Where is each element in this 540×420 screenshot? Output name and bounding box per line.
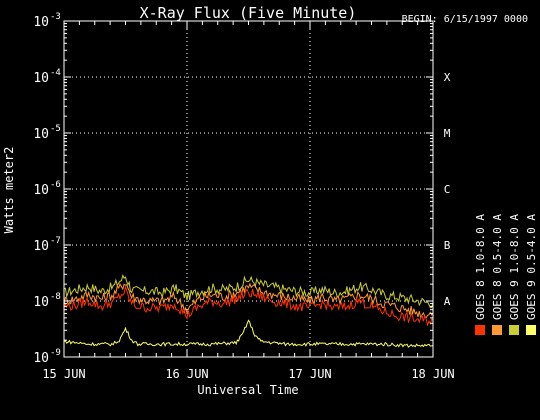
y-tick-label: 10 [33, 351, 49, 366]
legend-label: GOES 9 1.0-8.0 A [508, 214, 521, 320]
legend-swatch [509, 325, 519, 335]
legend: GOES 8 1.0-8.0 A GOES 8 0.5-4.0 A GOES 9 1… [474, 214, 538, 335]
legend-item-2: GOES 9 1.0-8.0 A [508, 214, 521, 335]
y-tick-label: 10 [33, 239, 49, 254]
legend-label: GOES 8 1.0-8.0 A [474, 214, 487, 320]
legend-item-1: GOES 8 0.5-4.0 A [491, 214, 504, 335]
gridlines [64, 21, 433, 357]
legend-swatch [492, 325, 502, 335]
legend-label: GOES 9 0.5-4.0 A [525, 214, 538, 320]
series-line-0 [63, 273, 434, 309]
flare-class-label-M: M [444, 127, 451, 140]
y-tick-label: 10 [33, 183, 49, 198]
x-tick-label: 16 JUN [165, 367, 208, 381]
x-tick-label: 17 JUN [288, 367, 331, 381]
y-tick-exponent: -3 [50, 12, 61, 22]
flare-class-label-X: X [444, 71, 451, 84]
chart-title: X-Ray Flux (Five Minute) [140, 4, 357, 22]
legend-swatch [526, 325, 536, 335]
flare-class-label-A: A [444, 295, 451, 308]
y-tick-label: 10 [33, 71, 49, 86]
y-tick-exponent: -7 [50, 236, 61, 246]
series-line-2 [63, 285, 434, 327]
legend-item-0: GOES 8 1.0-8.0 A [474, 214, 487, 335]
y-tick-label: 10 [33, 295, 49, 310]
y-axis-label: Watts meter2 [2, 147, 16, 234]
y-tick-exponent: -4 [50, 68, 61, 78]
series-line-3 [63, 319, 434, 348]
x-axis-label: Universal Time [197, 383, 298, 397]
y-tick-label: 10 [33, 127, 49, 142]
flare-class-label-C: C [444, 183, 451, 196]
y-tick-exponent: -9 [50, 348, 61, 358]
series-line-1 [63, 282, 434, 320]
legend-item-3: GOES 9 0.5-4.0 A [525, 214, 538, 335]
flare-class-label-B: B [444, 239, 451, 252]
legend-label: GOES 8 0.5-4.0 A [491, 214, 504, 320]
series-group [63, 273, 434, 348]
y-tick-exponent: -8 [50, 292, 61, 302]
x-tick-label: 15 JUN [42, 367, 85, 381]
y-tick-exponent: -6 [50, 180, 61, 190]
y-tick-exponent: -5 [50, 124, 61, 134]
x-tick-label: 18 JUN [411, 367, 454, 381]
legend-swatch [475, 325, 485, 335]
begin-date-label: BEGIN: 6/15/1997 0000 [402, 14, 528, 25]
y-tick-label: 10 [33, 15, 49, 30]
